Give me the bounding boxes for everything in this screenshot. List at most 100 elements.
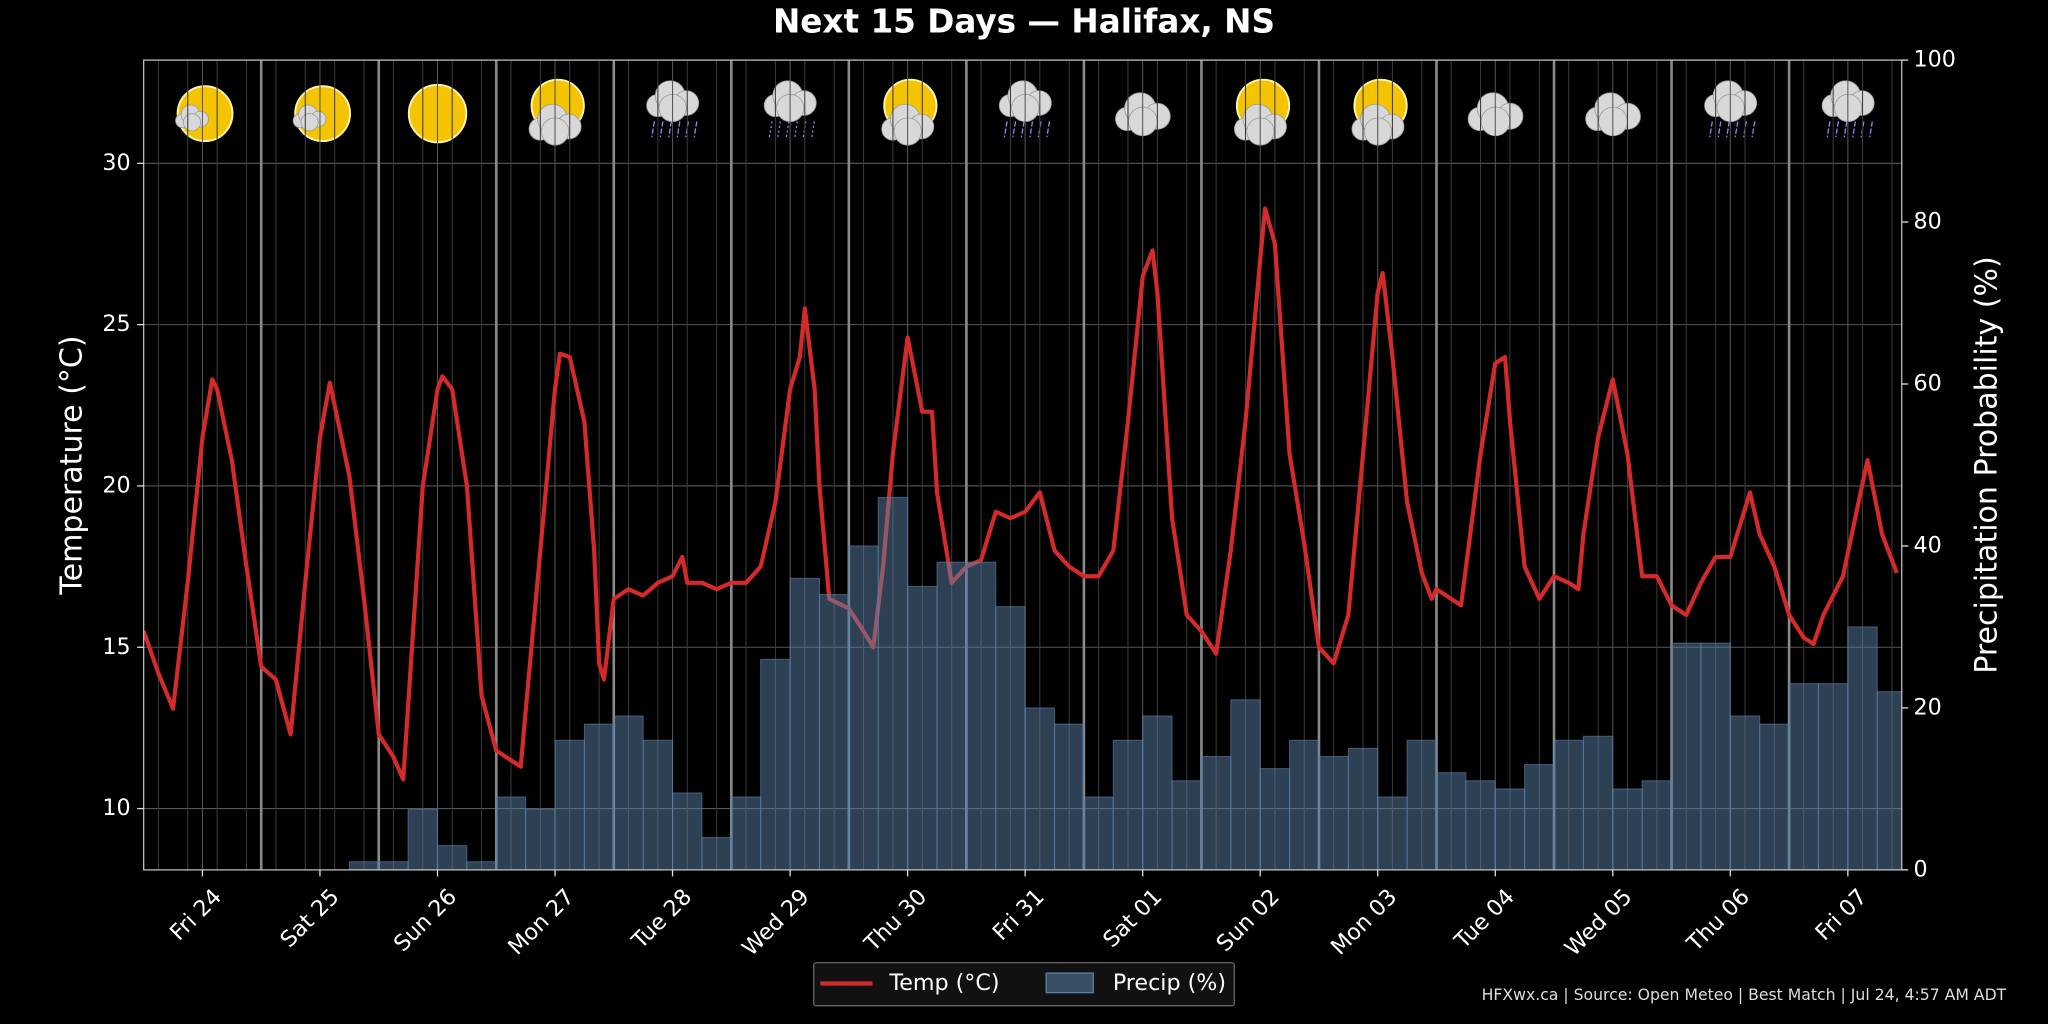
rain-drop <box>1726 121 1730 138</box>
precip-bar <box>1582 735 1614 870</box>
precip-bar <box>525 808 556 870</box>
y2-tick-label: 40 <box>1913 532 1941 558</box>
precip-bar <box>1200 755 1232 870</box>
precip-bar <box>1641 780 1673 870</box>
y-tick-label: 15 <box>102 634 130 660</box>
precip-bar <box>1406 739 1438 870</box>
y-tick-label: 10 <box>102 795 130 821</box>
y2-axis-label: Precipitation Probability (%) <box>1969 256 2004 674</box>
cloud <box>1233 103 1287 146</box>
rain-drop <box>676 121 681 138</box>
precip-bar <box>613 715 644 870</box>
precip-bar <box>760 658 791 870</box>
rain-drop <box>1020 121 1025 138</box>
precip-bar <box>1729 715 1761 870</box>
precip-bar <box>1847 626 1878 870</box>
precip-bar <box>1788 683 1819 870</box>
rain-drop <box>1852 121 1856 138</box>
y-tick-label: 20 <box>102 472 130 498</box>
precip-bar <box>642 739 674 870</box>
legend-box <box>813 961 1235 1007</box>
precip-bar <box>1671 642 1702 870</box>
rain-drop <box>1734 121 1739 138</box>
rain-drop <box>1826 121 1831 138</box>
rain-drop <box>1843 121 1848 138</box>
precip-bar <box>554 739 585 870</box>
cloud <box>881 103 935 146</box>
y2-tick-label: 100 <box>1913 47 1955 73</box>
rain-drop <box>1029 121 1034 138</box>
precip-bar <box>907 585 938 870</box>
precip-bar <box>730 796 762 870</box>
precip-bar <box>436 845 468 870</box>
y-axis-label: Temperature (°C) <box>55 335 90 595</box>
cloud <box>763 80 817 123</box>
precip-bar <box>818 594 850 870</box>
rain-drop <box>693 121 698 138</box>
footer: HFXwx.ca | Source: Open Meteo | Best Mat… <box>1482 985 2007 1004</box>
precip-bar <box>583 723 615 870</box>
rain-drop <box>1012 121 1017 138</box>
cloud <box>175 104 209 132</box>
precip-bar <box>1171 780 1202 870</box>
precip-bar <box>1524 764 1555 870</box>
rain-drop <box>668 121 672 138</box>
precip-bar <box>1347 747 1379 870</box>
precip-bar <box>1876 691 1902 870</box>
rain-drop <box>1717 121 1722 138</box>
y-tick-label: 25 <box>102 311 130 337</box>
precip-bar <box>1759 723 1790 870</box>
precip-bar <box>1024 707 1056 870</box>
chart-title: Next 15 Days — Halifax, NS <box>773 3 1275 41</box>
precip-bar <box>466 861 497 870</box>
cloud <box>1351 103 1405 146</box>
precip-bar <box>789 577 820 870</box>
y-tick-label: 30 <box>102 150 130 176</box>
y2-tick-label: 20 <box>1913 694 1941 720</box>
cloud-part <box>182 113 202 132</box>
precip-bar <box>1700 642 1731 870</box>
precip-bar <box>407 808 439 870</box>
rain-drop <box>1003 121 1008 138</box>
y2-tick-label: 60 <box>1913 371 1941 397</box>
plot-frame <box>143 59 1903 871</box>
precip-bar <box>848 545 879 870</box>
precip-bar <box>1553 739 1584 870</box>
precip-bar <box>1377 796 1408 870</box>
cloud-part <box>300 113 319 132</box>
precip-bar <box>965 561 997 870</box>
legend-label: Precip (%) <box>1113 970 1226 996</box>
precip-bar <box>877 496 909 870</box>
temperature-line <box>143 206 1899 782</box>
legend-swatch <box>1045 972 1094 994</box>
y2-tick-label: 0 <box>1913 856 1927 882</box>
legend-label: Temp (°C) <box>888 970 999 996</box>
precip-bar <box>701 836 732 870</box>
precip-bar <box>1259 768 1291 870</box>
precip-bar <box>672 792 703 870</box>
precip-bar <box>378 861 409 870</box>
precip-bar <box>1083 796 1114 870</box>
precip-bar <box>1142 715 1173 870</box>
cloud <box>1821 80 1875 123</box>
precip-bar <box>495 796 527 870</box>
precip-bar <box>1612 788 1643 870</box>
rain-drop <box>1046 121 1051 138</box>
legend: Temp (°C) Precip (%) <box>813 961 1235 1007</box>
precip-bar <box>936 561 967 870</box>
rain-drop <box>659 121 664 138</box>
rain-drop <box>651 121 656 138</box>
precip-bar <box>1817 683 1849 870</box>
precip-bar <box>1054 723 1085 870</box>
precip-bar <box>1289 739 1320 870</box>
precip-bar <box>1318 755 1349 870</box>
cloud <box>1704 80 1758 123</box>
precip-bar <box>1465 780 1496 870</box>
rain-drop <box>1709 121 1713 138</box>
precip-bar <box>995 606 1026 870</box>
rain-drop <box>1869 121 1873 138</box>
precip-bar <box>1112 739 1144 870</box>
precip-bar <box>1494 788 1526 870</box>
rain-drop <box>1835 121 1840 138</box>
